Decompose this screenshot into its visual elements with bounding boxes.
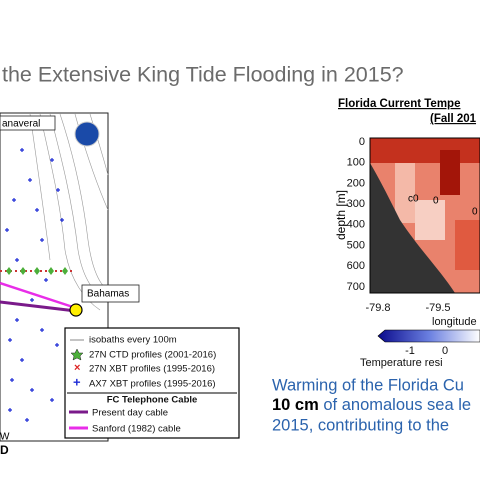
place-box [81,284,140,303]
legend-swatch: × [74,362,80,374]
heat-frame [369,137,480,294]
heat-cell [415,200,445,240]
caption-line: Warming of the Florida Cu [272,376,464,394]
legend-item: Sanford (1982) cable [92,424,181,435]
place-label: Bahamas [87,289,129,300]
caption-line: 2015, contributing to the [272,416,449,434]
colorbar [377,329,480,343]
profile-marks [5,148,64,422]
legend-swatch: + [73,374,81,389]
section-heatmap [369,137,480,294]
section-title: Florida Current Tempe [338,98,460,110]
place-box [0,115,56,131]
section-title: (Fall 201 [430,113,477,125]
y-tick-label: 200 [347,177,365,189]
y-ticks: 0 100 200 300 400 500 600 700 [347,136,365,293]
y-tick-label: 400 [347,219,365,231]
slide-title: the Extensive King Tide Flooding in 2015… [2,63,404,87]
legend-item: isobaths every 100m [89,335,177,346]
colorbar-label: Temperature resi [360,357,443,369]
x-tick-label: -79.5 [425,302,450,314]
contour-label: 0 [472,207,478,218]
colorbar-tick: 0 [442,345,448,357]
contour-label: 0 [433,196,439,207]
legend-item: Present day cable [92,408,168,419]
y-tick-label: 300 [347,198,365,210]
heat-cell [455,220,480,270]
legend-heading: FC Telephone Cable [107,395,198,406]
heat-cell [440,150,460,195]
corner-label: W [0,432,10,443]
caption-line: 10 cm of anomalous sea le [272,396,471,414]
cable-landing [69,303,83,317]
y-tick-label: 100 [347,157,365,169]
corner-label: D [0,443,9,457]
colorbar-tick: -1 [405,345,415,357]
y-tick-label: 600 [347,260,365,272]
sanford-cable [0,281,77,310]
legend-box [64,327,240,439]
contour-label: c0 [408,194,419,205]
ctd-row [0,267,72,275]
y-tick-label: 700 [347,281,365,293]
place-label: anaveral [2,119,40,130]
y-axis-label: depth [m] [334,190,348,240]
x-tick-label: -79.8 [365,302,390,314]
x-axis-label: longitude [432,316,477,328]
isobaths [29,113,109,311]
y-tick-label: 500 [347,239,365,251]
y-tick-label: 0 [359,136,365,148]
heat-cell [395,163,415,223]
legend-item: 27N CTD profiles (2001-2016) [89,350,216,361]
noaa-logo [74,121,100,147]
caption-emphasis: 10 cm [272,396,319,414]
legend-swatch [70,348,84,361]
legend-item: 27N XBT profiles (1995-2016) [89,364,215,375]
legend-item: AX7 XBT profiles (1995-2016) [89,379,216,390]
ctd-stars [6,267,68,275]
heat-cell [370,138,480,163]
seafloor [370,163,455,293]
present-cable [0,300,77,313]
caption-text: of anomalous sea le [319,396,471,414]
